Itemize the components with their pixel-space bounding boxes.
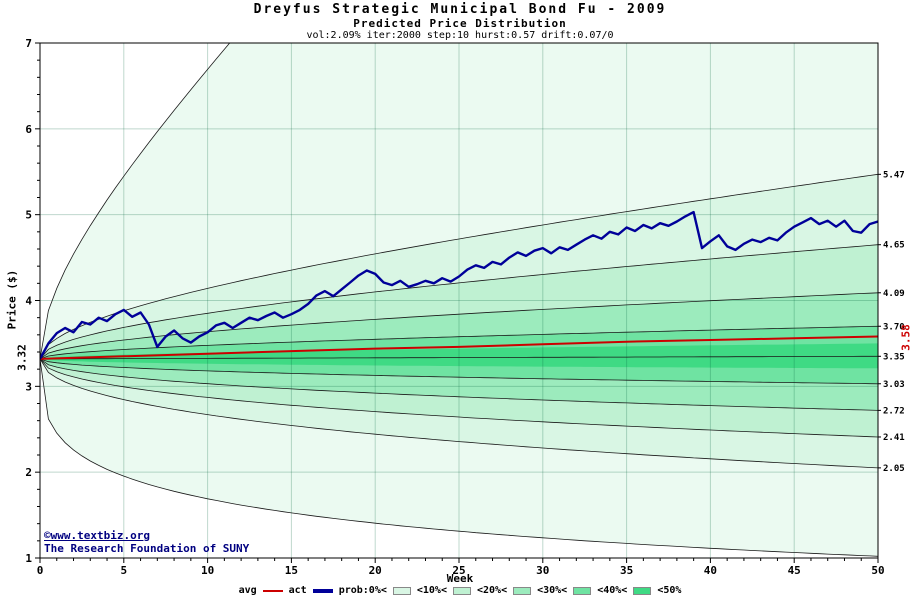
- right-axis-label: 4.65: [883, 241, 905, 251]
- right-axis-label: 3.35: [883, 352, 905, 362]
- legend-threshold-label: <40%<: [597, 585, 628, 596]
- watermark-org: The Research Foundation of SUNY: [44, 542, 250, 555]
- right-axis-label: 3.03: [883, 380, 905, 390]
- y-tick-label: 4: [25, 295, 32, 308]
- x-tick-label: 25: [452, 564, 465, 577]
- watermark-url[interactable]: ©www.textbiz.org: [44, 529, 150, 542]
- y-axis-label: Price ($): [5, 269, 19, 330]
- y-tick-label: 5: [25, 209, 32, 222]
- legend-act-label: act: [288, 585, 307, 596]
- y-tick-label: 7: [25, 37, 32, 50]
- legend-swatch-20pct: [452, 586, 471, 595]
- legend-threshold-swatches: <10%< <20%< <30%< <40%< <50%: [392, 585, 682, 596]
- legend-swatch-40pct: [573, 586, 592, 595]
- right-axis-label: 2.41: [883, 433, 905, 443]
- band-edge-lower: [40, 358, 878, 411]
- legend-swatch-10pct: [392, 586, 411, 595]
- legend-prob-label: prob:0%<: [338, 585, 387, 596]
- x-axis-label: Week: [446, 572, 474, 585]
- y-tick-label: 2: [25, 466, 32, 479]
- legend-avg-line-sample: [262, 589, 283, 592]
- band-edge-lower: [40, 358, 878, 438]
- avg-line: [40, 335, 878, 360]
- y-tick-label: 3: [25, 380, 32, 393]
- legend-threshold-label: <50%: [657, 585, 682, 596]
- chart-title: Dreyfus Strategic Municipal Bond Fu - 20…: [253, 2, 667, 17]
- legend-threshold-label: <10%<: [416, 585, 447, 596]
- right-axis-label: 5.47: [883, 170, 905, 180]
- x-tick-label: 20: [369, 564, 382, 577]
- legend-act-line-sample: [312, 588, 333, 593]
- chart-subtitle: Predicted Price Distribution: [353, 17, 567, 30]
- band-edge-lower: [40, 358, 878, 385]
- actual-price-line: [40, 210, 878, 360]
- x-tick-label: 35: [620, 564, 633, 577]
- right-axis-label: 3.70: [883, 322, 905, 332]
- x-tick-label: 0: [37, 564, 44, 577]
- x-tick-label: 40: [704, 564, 717, 577]
- band-edge-lower: [40, 358, 878, 557]
- band-edge-upper: [40, 244, 878, 360]
- band-edge-lower: [40, 358, 878, 469]
- x-tick-label: 50: [871, 564, 884, 577]
- x-tick-label: 10: [201, 564, 214, 577]
- simulation-params: vol:2.09% iter:2000 step:10 hurst:0.57 d…: [306, 30, 614, 41]
- legend-swatch-30pct: [513, 586, 532, 595]
- prob-band-50pct: [40, 343, 878, 369]
- start-price-label: 3.32: [15, 344, 29, 371]
- band-edge-upper: [40, 325, 878, 360]
- legend-avg-label: avg: [238, 585, 257, 596]
- right-axis-label: 2.72: [883, 406, 905, 416]
- y-tick-label: 6: [25, 123, 32, 136]
- x-tick-label: 15: [285, 564, 298, 577]
- fan-plot-area: [40, 43, 878, 558]
- avg-end-price-label: 3.58: [899, 324, 913, 351]
- legend-threshold-label: <30%<: [537, 585, 568, 596]
- band-edge-upper: [40, 43, 231, 359]
- band-edge-upper: [40, 173, 878, 360]
- gridlines: [40, 43, 878, 558]
- x-tick-label: 45: [788, 564, 801, 577]
- y-tick-label: 1: [25, 552, 32, 565]
- legend-swatch-50pct: [633, 586, 652, 595]
- legend: avg act prob:0%< <10%< <20%< <30%< <40%< <50…: [0, 585, 920, 596]
- right-axis-label: 2.05: [883, 464, 905, 474]
- right-axis-label: 4.09: [883, 289, 905, 299]
- x-tick-label: 30: [536, 564, 549, 577]
- legend-threshold-label: <20%<: [476, 585, 508, 596]
- median-line: [40, 355, 878, 360]
- x-tick-label: 5: [120, 564, 127, 577]
